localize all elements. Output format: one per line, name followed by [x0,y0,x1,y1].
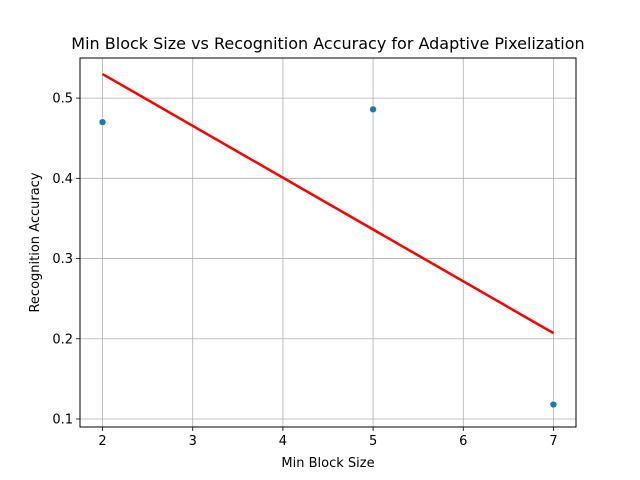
trendline-layer [101,72,555,335]
y-tick-label: 0.1 [52,412,73,427]
y-tick-label: 0.2 [52,332,73,347]
y-axis-title: Recognition Accuracy [28,172,43,312]
x-tick-label: 6 [459,434,467,449]
trendline [101,72,555,335]
x-tick-label: 5 [369,434,377,449]
data-point [369,105,377,114]
data-point [549,400,558,409]
y-tick-label: 0.5 [52,92,73,107]
grid [80,58,576,427]
x-tick-label: 4 [279,434,287,449]
scatter-points [98,105,558,409]
x-tick-label: 2 [98,434,106,449]
axis-ticks: 2 3 4 5 6 7 0.1 0.2 0.3 0.4 0.5 [52,92,557,449]
data-point [98,118,107,126]
chart-title: Min Block Size vs Recognition Accuracy f… [71,34,584,53]
plot-frame [79,57,577,428]
x-axis-title: Min Block Size [281,456,374,471]
x-tick-label: 7 [549,434,557,449]
y-tick-label: 0.4 [52,172,73,187]
y-tick-label: 0.3 [52,252,73,267]
x-tick-label: 3 [189,434,197,449]
